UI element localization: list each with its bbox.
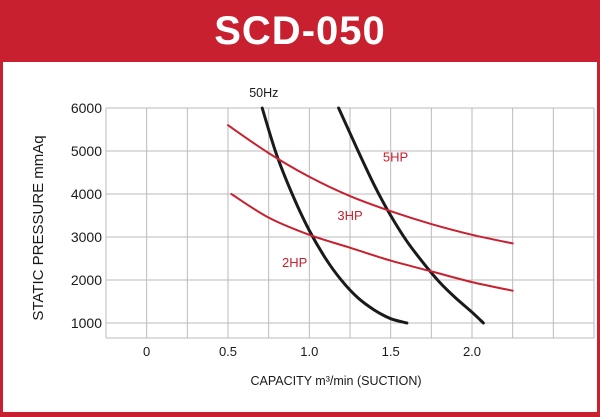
series-label-3hp: 3HP (337, 208, 362, 223)
title-bar: SCD-050 (0, 0, 600, 62)
axes: 1000 2000 3000 4000 5000 6000 0 0.5 1.0 1.5 2.0 (71, 100, 481, 359)
series-label-2hp: 2HP (282, 255, 307, 270)
series-label-50hz: 50Hz (249, 86, 278, 100)
x-tick-label: 1.5 (382, 344, 400, 359)
y-tick-label: 2000 (71, 272, 102, 288)
grid (105, 107, 595, 339)
chart-panel: 1000 2000 3000 4000 5000 6000 0 0.5 1.0 1.5 2.0 50… (3, 62, 597, 412)
series-line-3hp (230, 193, 514, 292)
x-tick-label: 0.5 (219, 344, 237, 359)
series-line-hz-curve-1 (337, 106, 485, 325)
x-tick-label: 1.0 (300, 344, 318, 359)
y-tick-label: 1000 (71, 315, 102, 331)
series-labels: 50Hz 5HP 3HP 2HP (249, 86, 408, 270)
x-tick-label: 0 (143, 344, 150, 359)
y-tick-label: 3000 (71, 229, 102, 245)
y-tick-label: 4000 (71, 186, 102, 202)
series-label-5hp: 5HP (383, 150, 408, 165)
chart-svg: 1000 2000 3000 4000 5000 6000 0 0.5 1.0 1.5 2.0 50… (30, 86, 595, 388)
series-group (227, 106, 514, 325)
series-line-5hp (227, 124, 514, 245)
y-tick-label: 6000 (71, 100, 102, 116)
y-axis-label: STATIC PRESSURE mmAq (30, 135, 47, 320)
x-axis-label: CAPACITY m³/min (SUCTION) (250, 374, 421, 388)
y-tick-label: 5000 (71, 143, 102, 159)
series-line-50hz (260, 106, 409, 325)
x-tick-label: 2.0 (463, 344, 481, 359)
chart-title: SCD-050 (214, 8, 386, 53)
